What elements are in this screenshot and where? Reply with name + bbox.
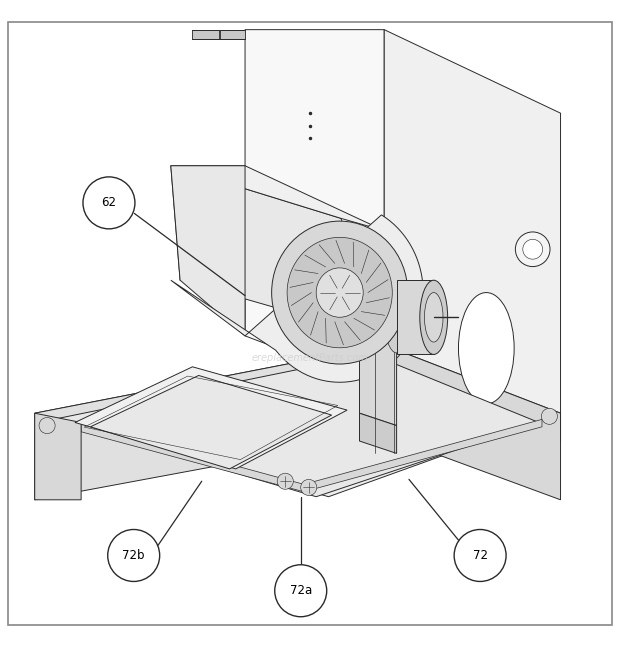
Ellipse shape [384, 281, 409, 353]
Circle shape [454, 529, 506, 582]
Polygon shape [304, 419, 542, 492]
Polygon shape [35, 345, 560, 497]
Polygon shape [91, 375, 332, 469]
Ellipse shape [287, 237, 392, 348]
Polygon shape [220, 30, 245, 39]
Ellipse shape [420, 280, 448, 355]
Polygon shape [384, 30, 560, 441]
Polygon shape [75, 367, 347, 469]
Circle shape [83, 177, 135, 229]
Text: 62: 62 [102, 197, 117, 210]
Polygon shape [81, 424, 304, 492]
Polygon shape [245, 30, 384, 388]
Polygon shape [384, 345, 560, 499]
Circle shape [301, 479, 317, 496]
Polygon shape [397, 280, 434, 355]
Ellipse shape [458, 292, 514, 404]
Text: 72b: 72b [122, 549, 145, 562]
Polygon shape [53, 355, 539, 497]
Polygon shape [35, 413, 81, 499]
Text: ereplacementParts.com: ereplacementParts.com [252, 353, 368, 362]
Polygon shape [360, 311, 397, 426]
Polygon shape [171, 215, 423, 382]
Ellipse shape [316, 268, 363, 317]
Circle shape [277, 473, 293, 489]
Ellipse shape [272, 221, 408, 364]
Polygon shape [220, 30, 245, 39]
Polygon shape [35, 345, 384, 499]
Polygon shape [171, 166, 245, 336]
Text: 72a: 72a [290, 584, 312, 597]
Text: 72: 72 [472, 549, 487, 562]
Circle shape [541, 408, 557, 424]
Polygon shape [192, 30, 219, 39]
Polygon shape [360, 413, 397, 454]
Ellipse shape [425, 292, 443, 342]
Polygon shape [171, 166, 384, 231]
Circle shape [515, 232, 550, 267]
Circle shape [523, 239, 542, 259]
Circle shape [39, 417, 55, 433]
Polygon shape [192, 30, 219, 39]
Polygon shape [171, 166, 384, 339]
Circle shape [108, 529, 160, 582]
Circle shape [275, 565, 327, 617]
